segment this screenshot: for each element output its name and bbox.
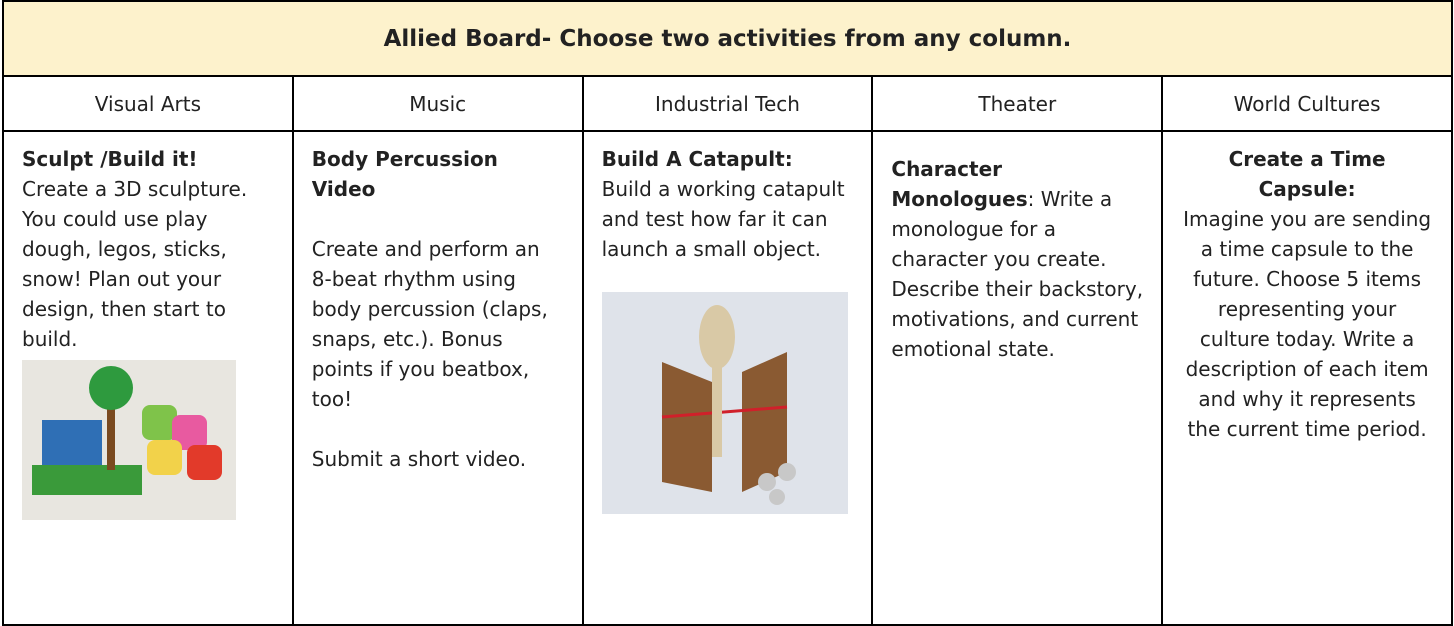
activity-text: Build a working catapult and test how fa…	[601, 177, 845, 261]
board-title: Allied Board- Choose two activities from…	[2, 0, 1453, 77]
activity-text: Create a 3D sculpture. You could use pla…	[22, 177, 248, 351]
column-header: Music	[291, 75, 584, 132]
activity-title: Create a Time Capsule:	[1228, 147, 1386, 201]
activity-cell: Sculpt /Build it! Create a 3D sculpture.…	[2, 130, 294, 626]
catapult-photo	[601, 292, 848, 514]
activity-note: Submit a short video.	[311, 447, 527, 471]
activity-text: Imagine you are sending a time capsule t…	[1183, 207, 1432, 441]
activity-title: Build A Catapult:	[601, 147, 793, 171]
column-header: Theater	[871, 75, 1164, 132]
activity-cell: Create a Time Capsule: Imagine you are s…	[1161, 130, 1453, 626]
activity-cell: Body Percussion Video Create and perform…	[291, 130, 584, 626]
column-header: World Cultures	[1161, 75, 1453, 132]
activity-cell: Character Monologues: Write a monologue …	[871, 130, 1164, 626]
sculpture-photo	[22, 360, 236, 520]
activity-title: Character Monologues	[891, 157, 1028, 211]
activity-title: Sculpt /Build it!	[22, 147, 198, 171]
activity-title: Body Percussion Video	[311, 147, 498, 201]
column-header: Visual Arts	[2, 75, 294, 132]
activity-text: : Write a monologue for a character you …	[891, 187, 1144, 361]
activity-cell: Build A Catapult: Build a working catapu…	[581, 130, 874, 626]
activity-text: Create and perform an 8-beat rhythm usin…	[311, 237, 548, 411]
column-header: Industrial Tech	[581, 75, 874, 132]
